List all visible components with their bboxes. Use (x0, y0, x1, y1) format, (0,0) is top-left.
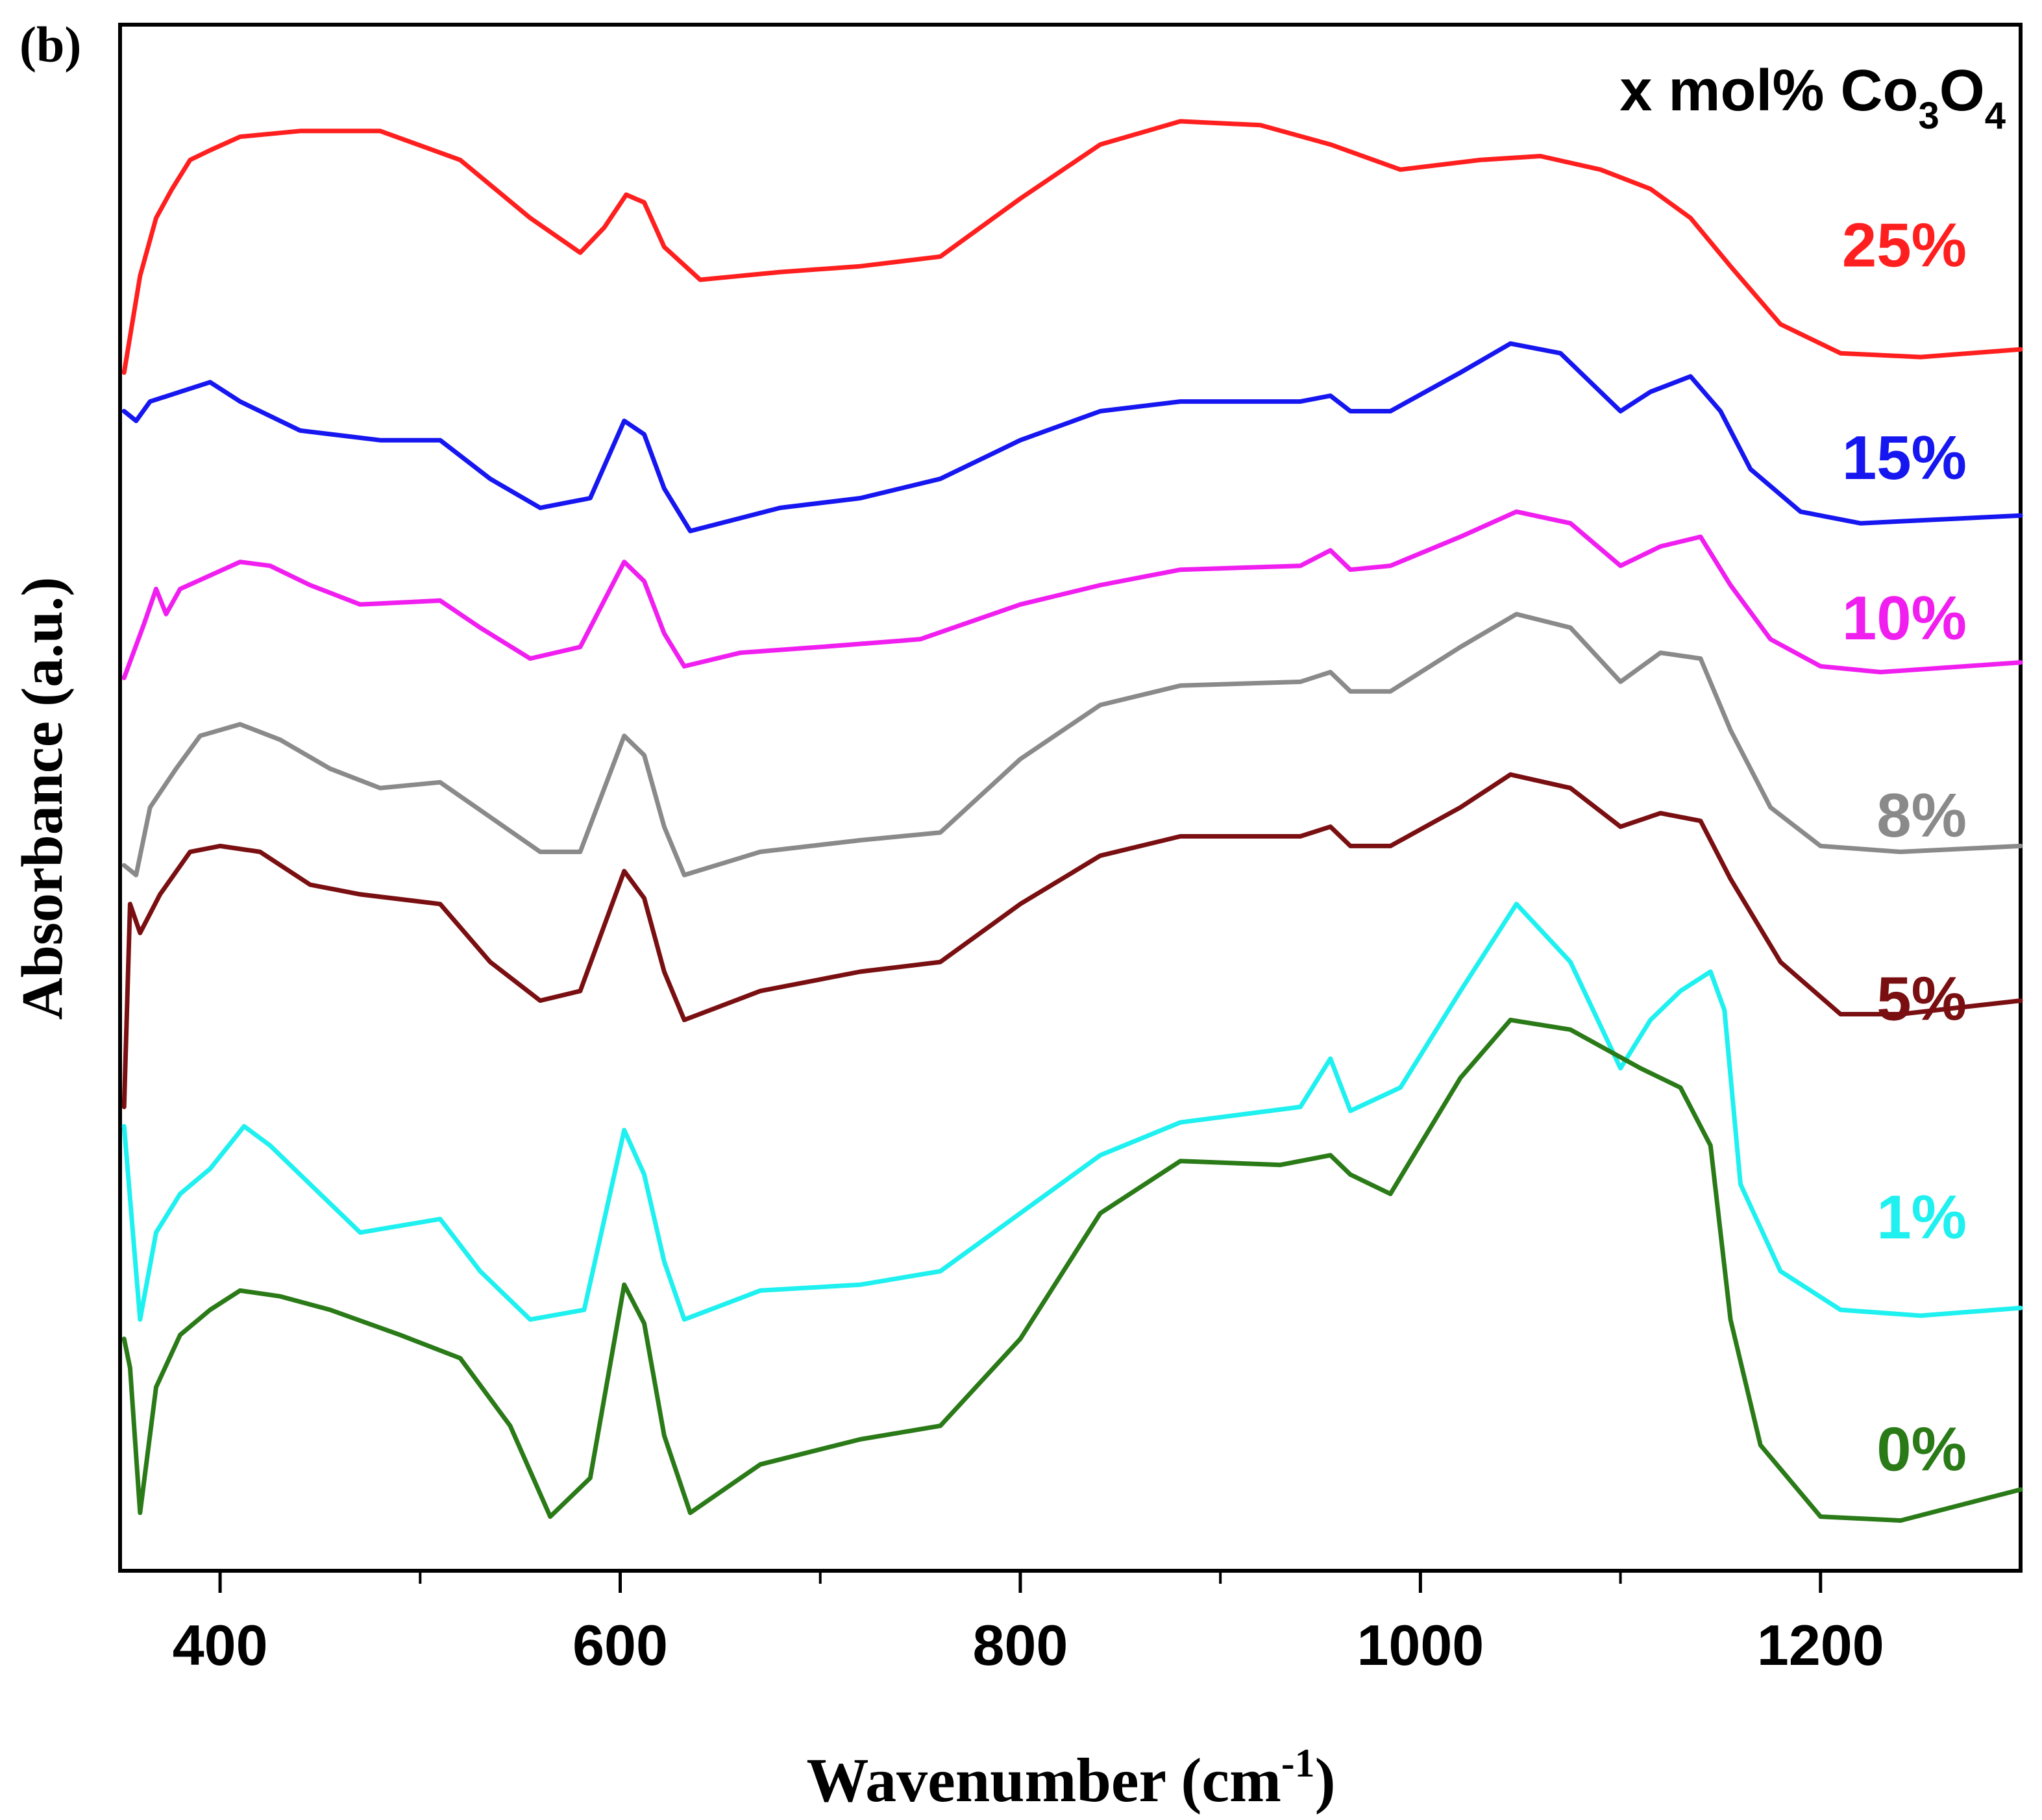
series-label-0-pct: 0% (1876, 1414, 1967, 1484)
series-label-25-pct: 25% (1842, 210, 1967, 280)
legend-title-sub3: 3 (1918, 95, 1939, 137)
panel-label: (b) (19, 16, 81, 73)
x-tick-label-1000: 1000 (1357, 1613, 1484, 1677)
series-label-5-pct: 5% (1876, 965, 1967, 1034)
x-tick-label-1200: 1200 (1757, 1613, 1884, 1677)
y-axis-label: Absorbance (a.u.) (10, 577, 75, 1020)
legend-title-sub4: 4 (1985, 95, 2006, 137)
legend-title-prefix: x mol% Co (1619, 58, 1918, 123)
series-line-8-pct (121, 611, 2023, 878)
series-line-0-pct (121, 1017, 2023, 1523)
x-axis-ticks: 400 600 800 1000 1200 (173, 1571, 1884, 1677)
series-line-25-pct (121, 119, 2023, 375)
x-axis-label-exponent: -1 (1281, 1741, 1315, 1786)
series-line-5-pct (121, 772, 2023, 1109)
x-axis-label-close: ) (1315, 1745, 1336, 1815)
legend-title-oxygen: O (1939, 58, 1985, 123)
series-line-15-pct (121, 341, 2023, 534)
x-tick-label-800: 800 (973, 1613, 1068, 1677)
x-tick-label-600: 600 (572, 1613, 668, 1677)
legend-title: x mol% Co3O4 (1619, 58, 2006, 137)
series-label-15-pct: 15% (1842, 423, 1967, 493)
series-label-8-pct: 8% (1876, 781, 1967, 850)
series-lines (121, 119, 2023, 1523)
x-axis-label: Wavenumber (cm-1) (806, 1741, 1335, 1815)
series-line-10-pct (121, 509, 2023, 680)
series-line-1-pct (121, 902, 2023, 1322)
plot-frame (118, 23, 2023, 1573)
series-label-1-pct: 1% (1876, 1183, 1967, 1252)
series-labels: 25% 15% 10% 8% 5% 1% 0% (1842, 210, 1967, 1484)
x-tick-label-400: 400 (173, 1613, 268, 1677)
series-label-10-pct: 10% (1842, 584, 1967, 653)
x-axis-label-main: Wavenumber (cm (806, 1745, 1281, 1815)
